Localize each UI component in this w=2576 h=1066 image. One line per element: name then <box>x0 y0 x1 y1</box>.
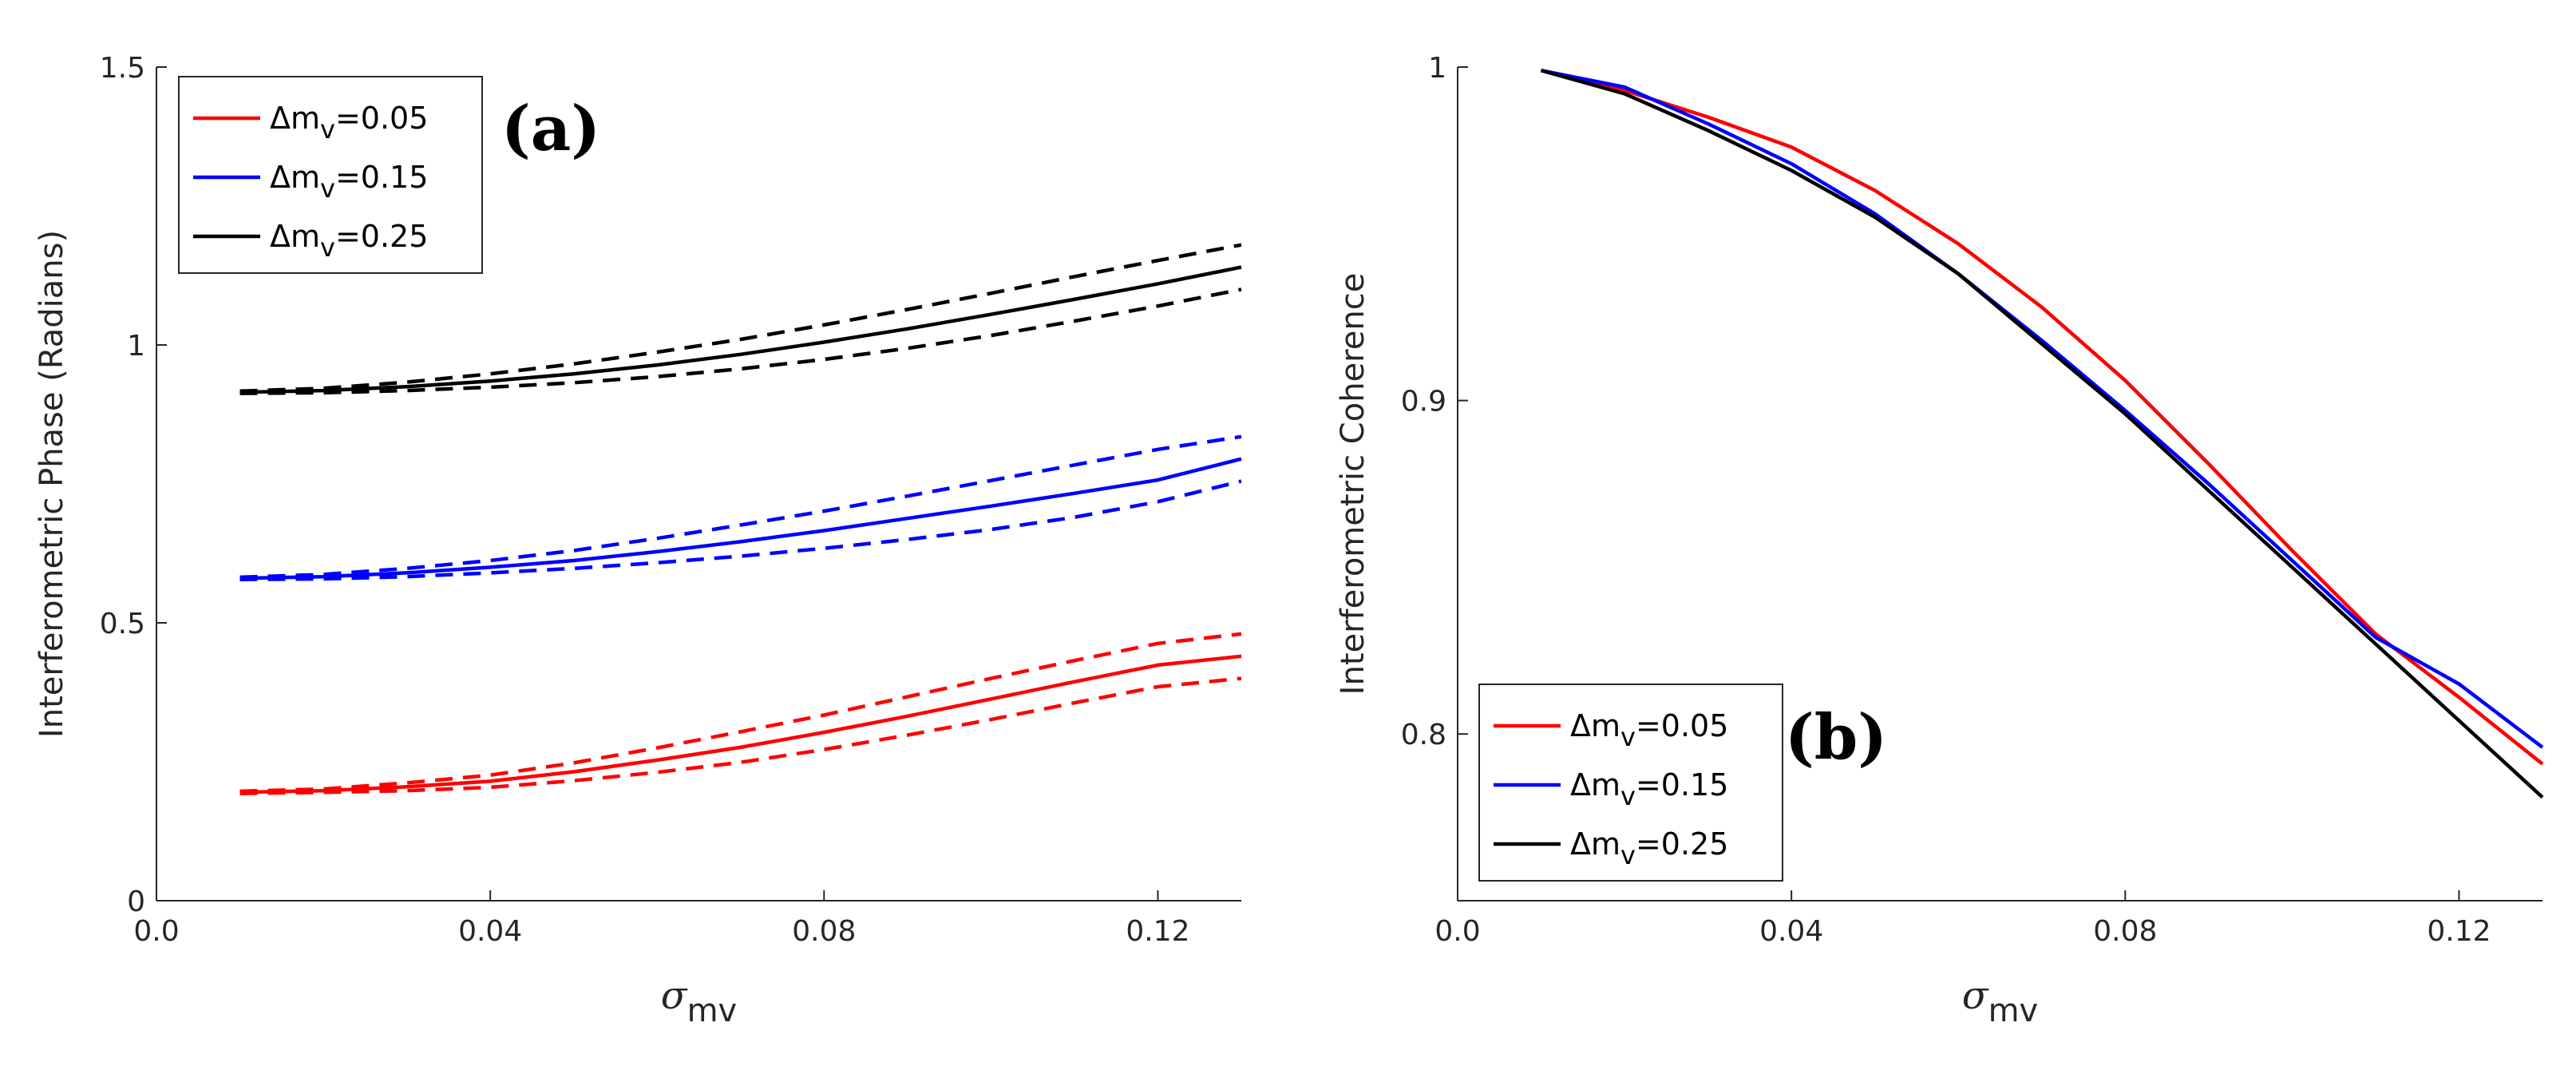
x-axis-label: σmv <box>1962 973 2038 1029</box>
y-axis-label: Interferometric Phase (Radians) <box>34 230 70 738</box>
x-tick-label: 0.04 <box>458 915 522 948</box>
x-tick-label: 0.08 <box>2093 915 2157 948</box>
series-upper-bound-line <box>239 243 1242 394</box>
x-axis-label-subscript: mv <box>1988 993 2039 1029</box>
y-tick-label: 1 <box>127 330 145 363</box>
legend-entry-prefix: Δm <box>270 160 320 195</box>
y-tick-label: 0.8 <box>1401 719 1446 751</box>
series-line <box>1540 69 2544 799</box>
panel-label: (b) <box>1785 701 1887 774</box>
series-upper-bound-line <box>239 434 1242 580</box>
y-tick-label: 1.5 <box>100 52 145 85</box>
legend-entry-value: =0.05 <box>335 101 428 136</box>
legend-entry-value: =0.25 <box>1636 826 1728 862</box>
legend-entry-prefix: Δm <box>270 101 320 136</box>
series-line <box>239 654 1242 795</box>
legend-entry-label: Δmv=0.25 <box>270 219 428 263</box>
legend-entry-subscript: v <box>1620 722 1636 752</box>
series-lower-bound-line <box>239 479 1242 581</box>
series-line <box>1540 69 2544 766</box>
legend-entry-value: =0.05 <box>1636 708 1728 743</box>
chart-panel-a: 0.0 0.04 0.08 0.12 0 0.5 1 1.5 σmv Interferometri… <box>34 52 1242 1029</box>
legend-entry-label: Δmv=0.05 <box>1570 708 1728 752</box>
legend-entry-subscript: v <box>1620 781 1636 811</box>
legend-entry-subscript: v <box>1620 840 1636 870</box>
x-tick-label: 0.0 <box>133 915 179 948</box>
x-axis-label-subscript: mv <box>687 993 738 1029</box>
y-tick-label: 0.9 <box>1401 386 1446 418</box>
x-axis-label-symbol: σ <box>661 973 688 1018</box>
legend-box <box>178 76 483 274</box>
y-axis-label: Interferometric Coherence <box>1335 273 1371 695</box>
x-axis-label: σmv <box>661 973 737 1029</box>
legend-entry-prefix: Δm <box>1570 708 1620 743</box>
legend-box <box>1478 684 1783 882</box>
y-tick-label: 1 <box>1428 52 1446 85</box>
y-tick-label: 0.5 <box>100 608 145 640</box>
legend-entry-label: Δmv=0.05 <box>270 101 428 145</box>
legend-entry-value: =0.15 <box>1636 767 1728 802</box>
x-tick-label: 0.12 <box>1126 915 1189 948</box>
legend-entry-subscript: v <box>320 232 335 263</box>
legend-entry-prefix: Δm <box>1570 826 1620 862</box>
legend-entry-subscript: v <box>320 173 335 204</box>
series-line <box>239 265 1242 394</box>
x-tick-label: 0.08 <box>792 915 856 948</box>
legend-entry-subscript: v <box>320 114 335 145</box>
x-tick-label: 0.04 <box>1759 915 1823 948</box>
series-lower-bound-line <box>239 676 1242 795</box>
legend-entry-prefix: Δm <box>1570 767 1620 802</box>
series-lower-bound-line <box>239 287 1242 395</box>
legend-entry-value: =0.15 <box>335 160 428 195</box>
legend-entry-prefix: Δm <box>270 219 320 254</box>
legend-entry-label: Δmv=0.15 <box>1570 767 1728 811</box>
x-tick-label: 0.12 <box>2427 915 2491 948</box>
legend-entry-value: =0.25 <box>335 219 428 254</box>
legend-entry-label: Δmv=0.25 <box>1570 826 1728 870</box>
panel-label: (a) <box>501 93 600 165</box>
legend-entry-label: Δmv=0.15 <box>270 160 428 204</box>
chart-panel-b: 0.0 0.04 0.08 0.12 0.8 0.9 1 σmv Interferometric… <box>1335 52 2544 1029</box>
series-upper-bound-line <box>239 632 1242 794</box>
x-tick-label: 0.0 <box>1434 915 1480 948</box>
series-line <box>1541 68 2544 749</box>
x-axis-label-symbol: σ <box>1962 973 1989 1018</box>
series-line <box>239 457 1242 581</box>
y-tick-label: 0 <box>127 886 145 918</box>
